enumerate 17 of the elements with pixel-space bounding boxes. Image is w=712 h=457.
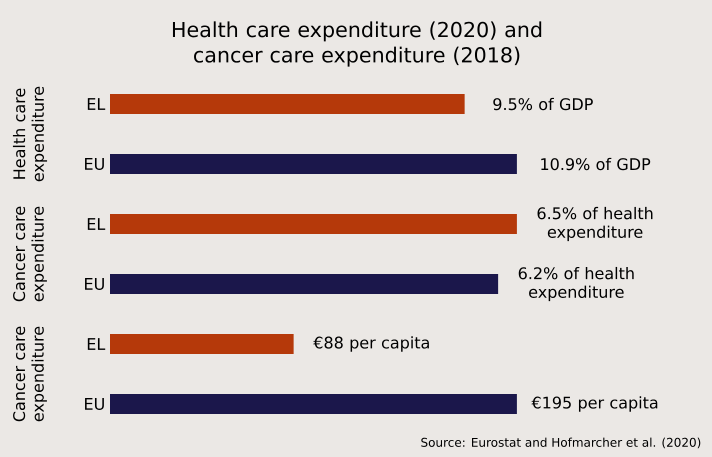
y-tick-label: EL bbox=[88, 98, 106, 110]
data-label: 10.9% of GDP bbox=[541, 158, 650, 170]
y-tick-label: EL bbox=[88, 218, 106, 230]
data-label: 9.5% of GDP bbox=[493, 98, 593, 110]
y-tick-label: EU bbox=[85, 398, 104, 410]
y-axis-title: Cancer care expenditure bbox=[13, 326, 47, 422]
chart-title: Health care expenditure (2020) and cancer care expenditure (2018) bbox=[172, 21, 542, 67]
data-label: €195 per capita bbox=[531, 396, 658, 412]
source-note: Source: Eurostat and Hofmarcher et al. (2020) bbox=[421, 438, 700, 448]
data-label: 6.5% of health expenditure bbox=[538, 206, 652, 242]
y-axis-title: Health care expenditure bbox=[12, 86, 48, 182]
y-tick-label: EU bbox=[85, 158, 104, 170]
y-tick-label: EL bbox=[88, 338, 106, 350]
y-tick-label: EU bbox=[85, 278, 104, 290]
y-axis-title: Cancer care expenditure bbox=[13, 206, 47, 302]
data-label: €88 per capita bbox=[313, 336, 429, 352]
data-label: 6.2% of health expenditure bbox=[518, 266, 634, 302]
